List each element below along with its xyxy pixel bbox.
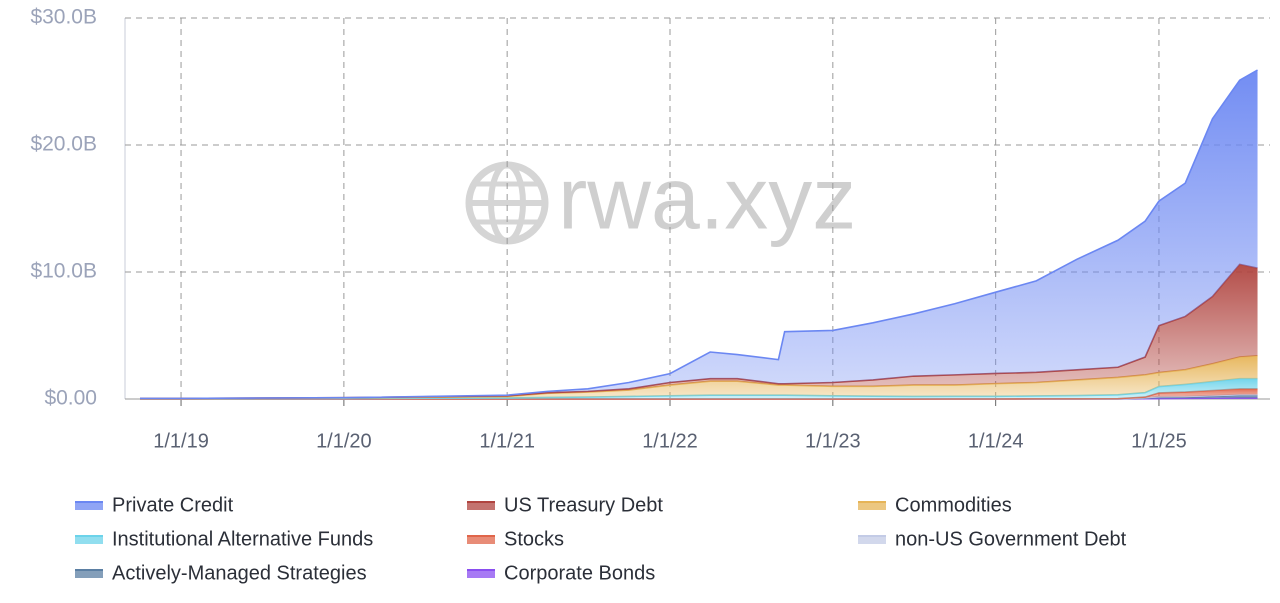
x-tick-label: 1/1/19 (153, 430, 209, 452)
watermark-text: rwa.xyz (558, 148, 856, 247)
legend-swatch (858, 502, 886, 510)
legend-label: Corporate Bonds (504, 562, 655, 584)
legend-label: US Treasury Debt (504, 494, 663, 516)
legend-swatch (75, 502, 103, 510)
y-tick-label: $20.0B (30, 133, 97, 156)
legend-label: Private Credit (112, 494, 234, 516)
legend-swatch (858, 536, 886, 544)
area-line (140, 69, 1258, 400)
legend-label: Institutional Alternative Funds (112, 528, 373, 550)
legend-swatch (467, 570, 495, 578)
legend-swatch (467, 536, 495, 544)
x-tick-label: 1/1/25 (1131, 430, 1187, 452)
x-tick-label: 1/1/24 (968, 430, 1024, 452)
y-tick-label: $30.0B (30, 6, 97, 29)
legend-label: Commodities (895, 494, 1012, 516)
legend-label: non-US Government Debt (895, 528, 1127, 550)
legend-label: Stocks (504, 528, 564, 550)
y-tick-label: $0.00 (44, 387, 97, 410)
legend-label: Actively-Managed Strategies (112, 562, 367, 584)
area (140, 70, 1258, 399)
legend-swatch (467, 502, 495, 510)
x-tick-label: 1/1/23 (805, 430, 861, 452)
area (140, 355, 1258, 399)
y-tick-label: $10.0B (30, 260, 97, 283)
legend-swatch (75, 570, 103, 578)
legend-swatch (75, 536, 103, 544)
watermark: rwa.xyz (465, 148, 856, 247)
x-tick-label: 1/1/20 (316, 430, 372, 452)
area-line (140, 263, 1258, 400)
x-tick-label: 1/1/21 (479, 430, 535, 452)
x-tick-label: 1/1/22 (642, 430, 698, 452)
